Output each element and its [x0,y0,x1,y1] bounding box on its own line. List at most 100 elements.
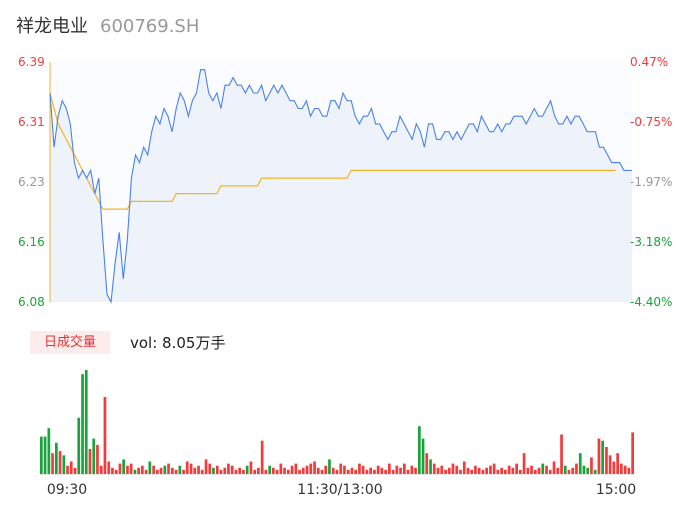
pct-tick-label: -3.18% [630,235,672,249]
volume-bar [301,467,305,474]
volume-bar [575,463,578,474]
volume-bar [200,469,204,474]
volume-bar [96,444,99,474]
volume-bar [369,467,372,474]
volume-bar [507,465,511,474]
volume-bar [204,459,208,474]
volume-bar [545,465,548,474]
volume-bar [343,465,346,474]
volume-bar [447,467,451,474]
volume-bar [163,465,167,474]
volume-bar [571,467,575,474]
volume-bar [43,436,47,474]
volume-bar [373,469,376,474]
volume-bar [167,463,170,474]
volume-bar [500,467,503,474]
volume-bar [66,465,69,474]
volume-bar [429,459,432,474]
volume-bar [320,469,324,474]
volume-bar [133,469,137,474]
volume-bar [279,463,283,474]
pct-tick-label: -4.40% [630,295,672,309]
volume-bar [459,469,462,474]
volume-bar [290,465,294,474]
volume-bar [215,465,219,474]
volume-bar [526,467,530,474]
volume-bar [608,455,612,474]
price-area-fill [50,69,632,302]
volume-bar [552,461,556,474]
volume-bar [548,469,552,474]
volume-bar [593,469,597,474]
volume-bar [219,469,223,474]
stock-name: 祥龙电业 [16,16,88,37]
volume-bar [455,465,459,474]
volume-bar [354,469,357,474]
stock-code: 600769.SH [100,16,200,37]
volume-bar [418,426,421,474]
volume-bar [597,438,601,474]
volume-bar [504,469,507,474]
volume-bar [474,465,477,474]
time-tick-label: 11:30/13:00 [297,482,382,498]
volume-bar [148,461,152,474]
volume-bar [582,465,586,474]
time-tick-label: 15:00 [596,482,636,498]
volume-bar [126,465,129,474]
volume-tab[interactable]: 日成交量 [30,331,110,354]
volume-bar [567,469,571,474]
volume-bar [189,463,193,474]
volume-bar [103,397,107,474]
volume-bar [81,374,84,474]
volume-bar [77,417,81,474]
volume-bar [339,463,343,474]
volume-bar [287,469,290,474]
volume-bar [230,465,234,474]
volume-bar [118,463,122,474]
volume-bar [264,469,268,474]
volume-bar [612,461,616,474]
volume-bar [492,463,496,474]
volume-bar [238,467,241,474]
volume-bar [631,432,634,474]
volume-bar [462,461,466,474]
volume-bar [358,463,361,474]
volume-bar [324,465,328,474]
volume-bar [193,467,197,474]
volume-bar [481,469,485,474]
volume-bar [141,465,144,474]
volume-bar [40,436,43,474]
volume-bar [313,461,316,474]
volume-bar [88,449,92,474]
time-tick-label: 09:30 [47,482,87,498]
volume-bar [522,453,526,474]
volume-summary: vol: 8.05万手 [130,334,226,352]
volume-bar [399,467,402,474]
volume-bar [62,455,66,474]
volume-bar [605,447,608,474]
price-tick-label: 6.31 [18,115,45,129]
volume-bar [560,434,563,474]
volume-bar [534,469,537,474]
volume-bar [350,467,354,474]
volume-bar [298,469,301,474]
volume-bar [586,467,590,474]
volume-bar [316,467,320,474]
price-tick-label: 6.39 [18,55,45,69]
volume-bar [58,451,62,474]
volume-bar [537,467,541,474]
volume-bar [466,467,470,474]
volume-bar [242,469,245,474]
volume-bar [257,467,260,474]
volume-bar [84,370,88,474]
volume-bar [223,467,227,474]
volume-bar [185,461,189,474]
price-tick-label: 6.16 [18,235,45,249]
volume-bar [182,469,185,474]
volume-bar [156,469,159,474]
volume-bar [361,465,365,474]
volume-bar [92,438,96,474]
volume-bar [294,463,298,474]
volume-bar [519,469,522,474]
